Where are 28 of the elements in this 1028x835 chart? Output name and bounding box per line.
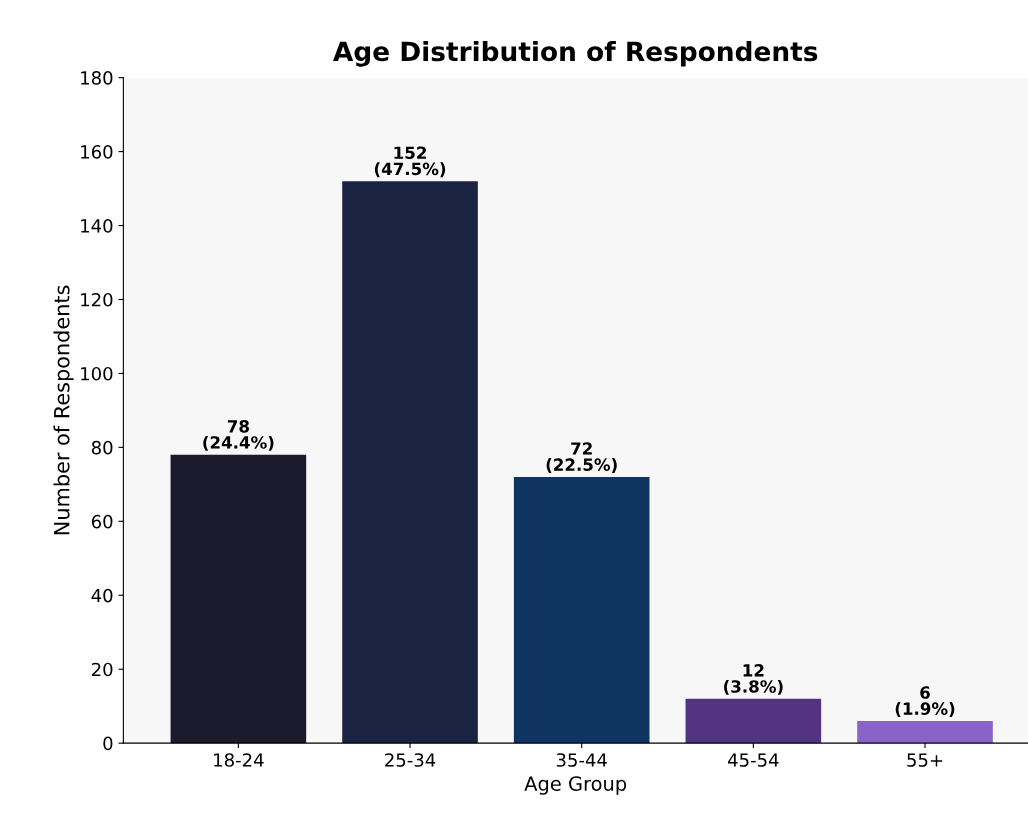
data-label: 78 (24.4%)	[203, 420, 274, 451]
data-label: 72 (22.5%)	[546, 442, 617, 473]
x-tick-label: 45-54	[728, 753, 779, 767]
y-tick-label: 100	[81, 366, 113, 381]
data-label: 6 (1.9%)	[895, 686, 955, 717]
x-tick-label: 35-44	[556, 753, 607, 767]
x-axis-title: Age Group	[524, 776, 627, 795]
x-tick-label: 18-24	[214, 753, 264, 767]
bar	[513, 476, 650, 744]
bar	[857, 720, 993, 744]
data-label: 152 (47.5%)	[374, 146, 446, 178]
y-tick-label: 160	[81, 145, 113, 159]
y-tick-label: 40	[91, 588, 113, 603]
bar	[685, 698, 822, 744]
data-label: 12 (3.8%)	[724, 664, 783, 695]
bar	[170, 454, 307, 744]
chart-title: Age Distribution of Respondents	[333, 40, 818, 67]
y-axis-title: Number of Respondents	[53, 285, 74, 535]
y-tick-label: 80	[91, 440, 113, 455]
y-tick-label: 20	[91, 662, 113, 677]
x-tick-label: 55+	[907, 753, 943, 767]
x-tick-label: 25-34	[385, 753, 436, 767]
y-tick-label: 140	[81, 219, 113, 233]
y-tick-label: 0	[103, 736, 113, 751]
y-tick-label: 120	[81, 292, 113, 307]
y-tick-label: 180	[81, 71, 113, 85]
bar	[342, 181, 478, 744]
y-tick-label: 60	[91, 514, 113, 529]
